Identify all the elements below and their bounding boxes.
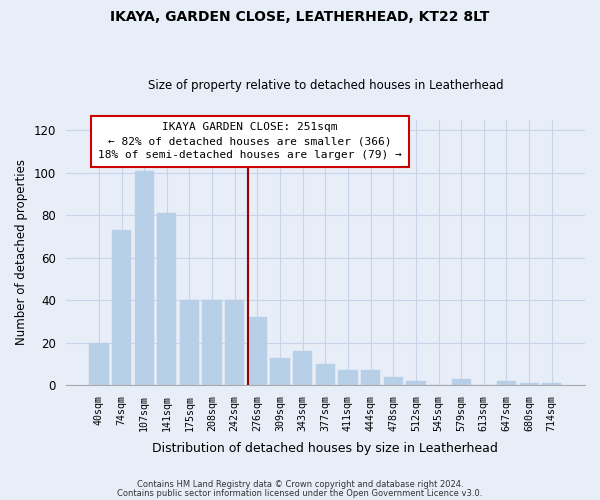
Bar — [293, 351, 313, 385]
Bar — [406, 381, 425, 385]
Y-axis label: Number of detached properties: Number of detached properties — [15, 160, 28, 346]
Bar — [271, 358, 290, 385]
Title: Size of property relative to detached houses in Leatherhead: Size of property relative to detached ho… — [148, 79, 503, 92]
Bar — [134, 170, 154, 385]
Bar — [338, 370, 358, 385]
Bar — [316, 364, 335, 385]
Bar — [202, 300, 222, 385]
Bar — [520, 383, 539, 385]
Text: Contains public sector information licensed under the Open Government Licence v3: Contains public sector information licen… — [118, 488, 482, 498]
Bar — [180, 300, 199, 385]
Text: IKAYA, GARDEN CLOSE, LEATHERHEAD, KT22 8LT: IKAYA, GARDEN CLOSE, LEATHERHEAD, KT22 8… — [110, 10, 490, 24]
Bar — [383, 376, 403, 385]
Bar — [112, 230, 131, 385]
X-axis label: Distribution of detached houses by size in Leatherhead: Distribution of detached houses by size … — [152, 442, 498, 455]
Bar — [542, 383, 562, 385]
Bar — [89, 342, 109, 385]
Bar — [157, 213, 176, 385]
Bar — [225, 300, 244, 385]
Bar — [361, 370, 380, 385]
Bar — [497, 381, 516, 385]
Text: IKAYA GARDEN CLOSE: 251sqm
← 82% of detached houses are smaller (366)
18% of sem: IKAYA GARDEN CLOSE: 251sqm ← 82% of deta… — [98, 122, 402, 160]
Bar — [248, 317, 267, 385]
Text: Contains HM Land Registry data © Crown copyright and database right 2024.: Contains HM Land Registry data © Crown c… — [137, 480, 463, 489]
Bar — [452, 379, 471, 385]
